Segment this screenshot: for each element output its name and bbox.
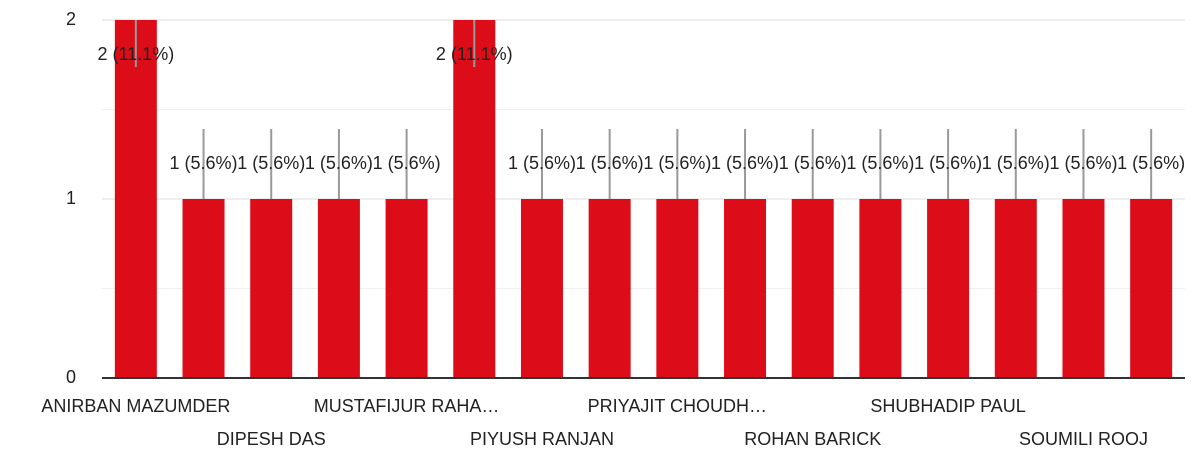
bar [994,199,1037,378]
x-tick-label: PIYUSH RANJAN [470,429,614,449]
bar [656,199,699,378]
value-label: 1 (5.6%) [170,153,238,173]
bar [317,199,360,378]
x-tick-label: DIPESH DAS [217,429,326,449]
value-label: 1 (5.6%) [914,153,982,173]
value-label: 1 (5.6%) [508,153,576,173]
bar [927,199,970,378]
bar [250,199,293,378]
x-tick-label: MUSTAFIJUR RAHA… [314,396,500,416]
bar [182,199,225,378]
y-tick-label: 0 [66,367,76,387]
value-label: 1 (5.6%) [779,153,847,173]
value-label: 1 (5.6%) [846,153,914,173]
value-label: 2 (11.1%) [97,44,174,64]
value-label: 1 (5.6%) [982,153,1050,173]
value-label: 1 (5.6%) [643,153,711,173]
value-label: 1 (5.6%) [237,153,305,173]
x-tick-label: ANIRBAN MAZUMDER [41,396,230,416]
bar [1130,199,1173,378]
x-tick-label: ROHAN BARICK [744,429,881,449]
bar [859,199,902,378]
bar [453,20,496,378]
x-tick-label: SOUMILI ROOJ [1019,429,1148,449]
x-tick-label: SHUBHADIP PAUL [870,396,1025,416]
value-label: 1 (5.6%) [305,153,373,173]
value-label: 1 (5.6%) [1117,153,1185,173]
x-tick-label: PRIYAJIT CHOUDH… [588,396,767,416]
bar [791,199,834,378]
value-label: 1 (5.6%) [1049,153,1117,173]
value-label: 1 (5.6%) [373,153,441,173]
value-label: 1 (5.6%) [711,153,779,173]
bar [1062,199,1105,378]
value-label: 2 (11.1%) [436,44,513,64]
bar [520,199,563,378]
bar [588,199,631,378]
value-label: 1 (5.6%) [576,153,644,173]
y-tick-label: 2 [66,9,76,29]
bar [385,199,428,378]
y-tick-label: 1 [66,188,76,208]
bar [114,20,157,378]
bar [724,199,767,378]
